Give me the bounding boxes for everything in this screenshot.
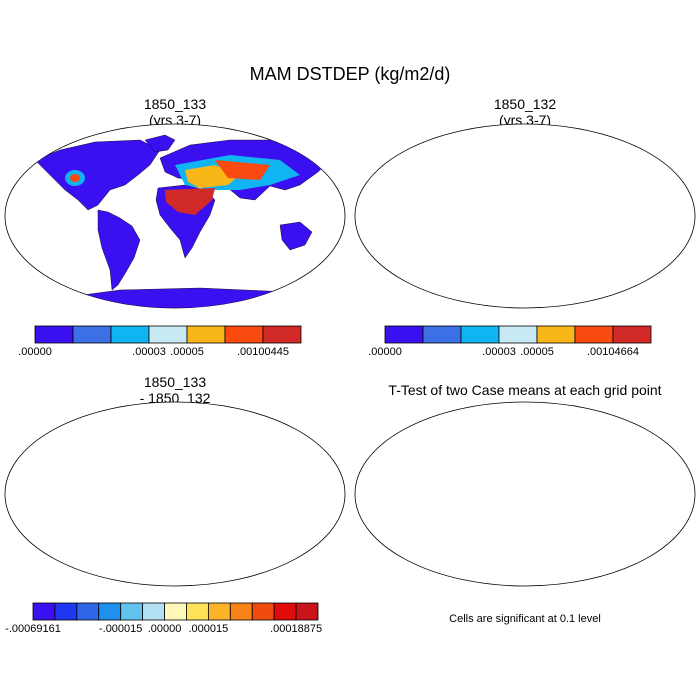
cb1-swatch [110,325,150,344]
map-panel-3 [4,401,346,587]
cb3-swatch [273,602,297,621]
sahara-dust-core-1 [165,188,215,215]
cb1-swatch [72,325,112,344]
cb3-swatch [120,602,144,621]
cb3-swatch [98,602,122,621]
panel4-title-line1: T-Test of two Case means at each grid po… [388,382,662,398]
map-panel-4 [354,401,696,587]
cb3-swatch [32,602,56,621]
na-dust-core-1 [70,174,80,182]
cb2-swatch [460,325,500,344]
cb2-tick-label: .00104664 [587,346,639,358]
panel3-title-line1: 1850_133 [143,374,207,390]
map-outline-2 [354,123,696,309]
cb3-tick-label: -.00069161 [5,623,61,635]
cb3-swatch [229,602,253,621]
cb2-swatch [536,325,576,344]
colorbar-2 [384,325,652,344]
colorbar-3 [32,602,319,621]
map-outline-3 [4,401,346,587]
cb2-swatch [498,325,538,344]
colorbar-1 [34,325,302,344]
cb2-tick-label: .00000 [368,346,402,358]
cb2-swatch [612,325,652,344]
cb3-swatch [186,602,209,621]
cb3-tick-label: .00018875 [270,623,323,635]
panel1-title-line1: 1850_133 [143,96,207,112]
panel3-title: 1850_133 - 1850_132 [10,374,340,406]
cb3-swatch [295,602,319,621]
cb1-tick-label: .00003 [132,346,166,358]
cb1-tick-label: .00100445 [237,346,289,358]
cb3-swatch [164,602,187,621]
cb1-swatch [34,325,74,344]
cb2-swatch [574,325,614,344]
cb3-swatch [76,602,100,621]
asia-dust-core-1 [215,160,270,180]
cb1-tick-label: .00000 [18,346,52,358]
land-field-1 [34,134,331,308]
cb3-swatch [142,602,165,621]
cb3-swatch [251,602,275,621]
cb2-swatch [384,325,424,344]
map-outline-4 [354,401,696,587]
cb3-swatch [207,602,231,621]
cb1-tick-label: .00005 [170,346,204,358]
cb1-swatch [224,325,264,344]
significance-note: Cells are significant at 0.1 level [449,613,601,625]
cb1-swatch [262,325,302,344]
cb2-tick-label: .00005 [520,346,554,358]
panel4-title: T-Test of two Case means at each grid po… [345,382,700,398]
cb3-tick-label: -.000015 [98,623,143,635]
map-panel-2 [354,123,696,309]
panel3-title-line2: - 1850_132 [139,390,211,406]
map-panel-1 [4,123,346,309]
cb3-tick-label: .000015 [188,623,229,635]
cb1-swatch [148,325,188,344]
cb3-tick-label: .00000 [147,623,182,635]
cb2-tick-label: .00003 [482,346,516,358]
panel2-title-line1: 1850_132 [493,96,557,112]
cb1-swatch [186,325,226,344]
cb2-swatch [422,325,462,344]
figure-title: MAM DSTDEP (kg/m2/d) [249,64,451,84]
cb3-swatch [54,602,78,621]
